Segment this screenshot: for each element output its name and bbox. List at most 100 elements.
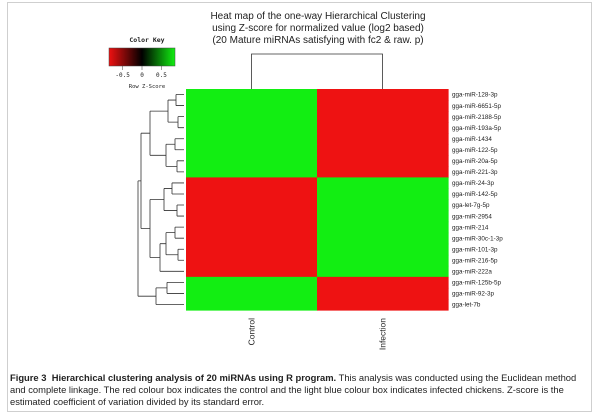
- row-label: gga-miR-101-3p: [452, 246, 498, 253]
- row-label: gga-miR-214: [452, 224, 489, 231]
- heatmap-cell: [186, 265, 318, 278]
- heatmap-cell: [317, 100, 449, 112]
- color-key-tick-label: 0.5: [156, 72, 167, 79]
- heatmap-cell: [317, 188, 449, 201]
- row-dendrogram-branch: [171, 182, 184, 195]
- row-dendrogram-branch: [177, 116, 184, 129]
- heatmap-cell: [317, 155, 449, 167]
- heatmap-cell: [186, 287, 318, 300]
- caption-text: This analysis was conducted using the Eu…: [10, 372, 577, 407]
- heatmap-cell: [186, 177, 318, 190]
- row-dendrogram-branch: [137, 180, 156, 297]
- row-dendrogram-branch: [174, 226, 184, 239]
- row-label: gga-miR-1434: [452, 136, 492, 143]
- color-key-bar: [108, 47, 176, 67]
- heatmap-cell: [186, 111, 318, 123]
- color-key-tick-label: -0.5: [115, 72, 130, 79]
- row-label: gga-miR-193a-5p: [452, 125, 501, 132]
- row-label: gga-miR-92-3p: [452, 291, 494, 298]
- heatmap-cell: [186, 254, 318, 267]
- column-label: Infection: [378, 318, 388, 350]
- row-label: gga-miR-221-3p: [452, 169, 498, 176]
- heatmap-cell: [317, 298, 449, 311]
- heatmap-cell: [186, 276, 318, 289]
- heatmap-cell: [317, 232, 449, 245]
- row-label: gga-miR-122-5p: [452, 147, 498, 154]
- row-dendrogram-branch: [174, 138, 184, 151]
- row-dendrogram-branch: [175, 94, 184, 106]
- row-dendrogram-branch: [176, 204, 184, 217]
- row-label: gga-miR-2188-5p: [452, 114, 501, 121]
- heatmap-cell: [186, 89, 318, 101]
- heatmap-cell: [317, 166, 449, 178]
- heatmap-cell: [186, 144, 318, 156]
- row-labels: gga-miR-128-3p gga-miR-6651-5p gga-miR-218…: [452, 92, 503, 309]
- heatmap-cell: [186, 133, 318, 145]
- row-dendrogram-branch: [149, 110, 168, 156]
- row-dendrogram-branch: [177, 248, 184, 261]
- chart-title: Heat map of the one-way Hierarchical Clu…: [210, 11, 425, 46]
- row-dendrogram-branch: [149, 199, 164, 258]
- column-dendrogram-branch: [251, 53, 383, 89]
- heatmap-cell: [186, 166, 318, 178]
- heatmap-cell: [317, 210, 449, 223]
- heatmap-cell: [186, 210, 318, 223]
- heatmap-cell: [317, 144, 449, 156]
- row-dendrogram: [137, 94, 184, 305]
- color-key-tick-label: 0: [140, 72, 144, 79]
- row-dendrogram-branch: [140, 132, 150, 229]
- row-label: gga-miR-2954: [452, 213, 492, 220]
- title-line-1: Heat map of the one-way Hierarchical Clu…: [210, 11, 425, 22]
- row-label: gga-miR-30c-1-3p: [452, 235, 503, 242]
- heatmap-cell: [317, 265, 449, 278]
- figure-caption: Figure 3 Hierarchical clustering analysi…: [10, 372, 588, 408]
- heatmap-cell: [317, 243, 449, 256]
- heatmap-cells: [186, 89, 449, 311]
- color-key-xlabel: Row Z-Score: [129, 84, 165, 90]
- row-label: gga-miR-6651-5p: [452, 103, 501, 110]
- caption-label: Figure 3: [10, 372, 47, 383]
- row-label: gga-miR-125b-5p: [452, 280, 501, 287]
- heatmap-chart: Heat map of the one-way Hierarchical Clu…: [108, 11, 503, 350]
- row-label: gga-miR-216-5p: [452, 257, 498, 264]
- heatmap-cell: [317, 177, 449, 190]
- heatmap-cell: [186, 188, 318, 201]
- row-label: gga-let-7g-5p: [452, 202, 490, 209]
- row-label: gga-miR-20a-5p: [452, 158, 498, 165]
- color-key: Color Key -0.5 0 0.5 Row Z-Score: [108, 36, 176, 90]
- heatmap-cell: [186, 199, 318, 212]
- figure-frame: [7, 2, 592, 412]
- color-key-title: Color Key: [129, 36, 164, 44]
- heatmap-cell: [317, 199, 449, 212]
- heatmap-cell: [186, 298, 318, 311]
- column-label: Control: [247, 318, 257, 346]
- heatmap-cell: [186, 221, 318, 234]
- heatmap-cell: [317, 276, 449, 289]
- row-label: gga-miR-142-5p: [452, 191, 498, 198]
- heatmap-cell: [317, 122, 449, 134]
- heatmap-cell: [186, 155, 318, 167]
- title-line-3: (20 Mature miRNAs satisfying with fc2 & …: [212, 35, 423, 46]
- row-label: gga-miR-128-3p: [452, 92, 498, 99]
- row-label: gga-let-7b: [452, 302, 481, 309]
- heatmap-cell: [186, 100, 318, 112]
- row-dendrogram-branch: [159, 243, 184, 272]
- heatmap-cell: [317, 111, 449, 123]
- row-dendrogram-branch: [155, 287, 184, 305]
- column-dendrogram: [251, 53, 383, 89]
- heatmap-cell: [186, 122, 318, 134]
- heatmap-cell: [317, 254, 449, 267]
- row-dendrogram-branch: [167, 99, 178, 123]
- heatmap-cell: [317, 287, 449, 300]
- row-label: gga-miR-222a: [452, 269, 492, 276]
- caption-title: Hierarchical clustering analysis of 20 m…: [51, 372, 337, 383]
- heatmap-cell: [186, 232, 318, 245]
- row-dendrogram-branch: [163, 188, 177, 211]
- row-dendrogram-branch: [176, 160, 184, 173]
- row-dendrogram-branch: [166, 281, 184, 294]
- row-dendrogram-branch: [165, 232, 178, 256]
- heatmap-cell: [186, 243, 318, 256]
- row-label: gga-miR-24-3p: [452, 180, 494, 187]
- heatmap-cell: [317, 221, 449, 234]
